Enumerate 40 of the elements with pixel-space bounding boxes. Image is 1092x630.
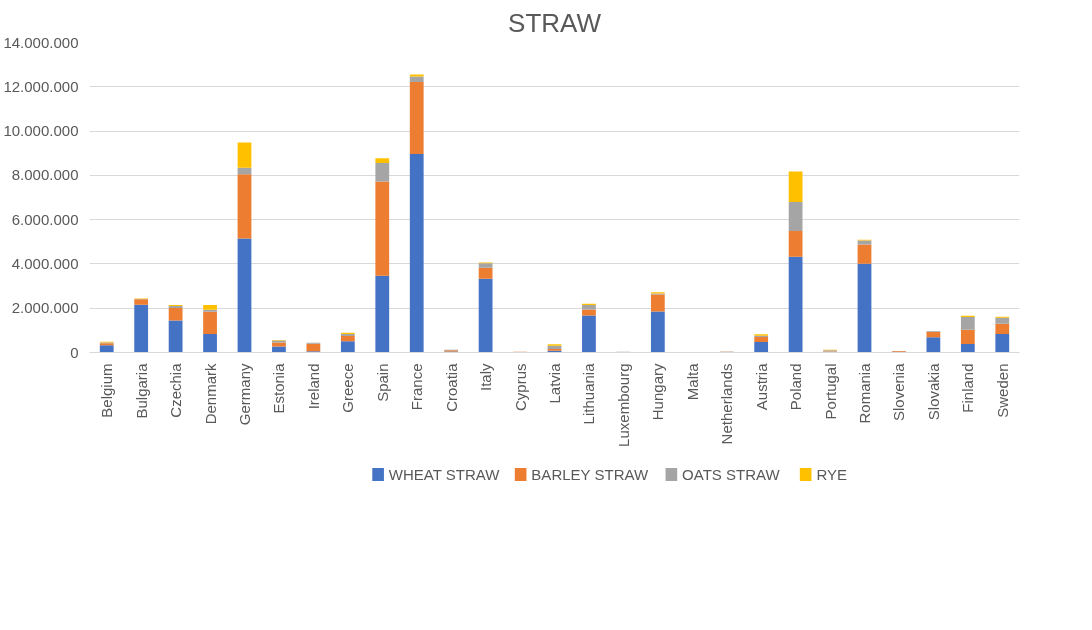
x-tick-label: Austria [752,362,770,411]
x-tick-label: Hungary [649,363,667,421]
x-tick-label: Slovakia [924,362,942,421]
x-tick-label: Greece [339,363,357,413]
y-tick-label: 4.000.000 [11,254,79,272]
legend-label: WHEAT STRAW [388,466,501,483]
x-tick-label: Latvia [546,362,563,404]
x-tick-label: Denmark [201,363,219,425]
x-tick-label: Poland [787,363,805,411]
x-tick-label: Germany [236,363,253,426]
chart-title: STRAW [508,7,602,38]
x-tick-label: Romania [856,362,873,424]
x-tick-label: Lithuania [580,362,598,425]
x-tick-label: Czechia [167,362,185,418]
x-tick-label: Italy [477,363,495,392]
y-tick-label: 8.000.000 [11,166,79,184]
x-tick-label: Sweden [993,363,1011,418]
x-tick-label: Spain [373,363,391,402]
x-tick-label: Bulgaria [132,362,150,419]
y-tick-label: 2.000.000 [11,299,79,317]
legend-label: RYE [816,466,847,483]
x-tick-label: Belgium [98,363,116,418]
legend-label: BARLEY STRAW [531,466,649,483]
x-tick-label: Malta [683,362,701,401]
x-tick-label: Croatia [442,362,460,412]
x-tick-label: Ireland [304,363,322,410]
y-tick-label: 14.000.000 [3,33,79,51]
x-tick-label: Portugal [821,363,839,420]
y-tick-label: 0 [70,343,79,361]
x-tick-label: Cyprus [511,363,529,412]
y-tick-label: 6.000.000 [11,210,79,228]
x-tick-label: Finland [959,363,977,413]
x-tick-label: Luxembourg [614,363,632,447]
x-tick-label: Netherlands [718,363,736,445]
x-tick-label: Slovenia [890,362,908,422]
y-tick-label: 10.000.000 [3,122,79,140]
x-tick-label: France [408,363,426,411]
legend-label: OATS STRAW [682,466,781,483]
y-tick-label: 12.000.000 [3,77,79,95]
x-tick-label: Estonia [270,362,288,414]
